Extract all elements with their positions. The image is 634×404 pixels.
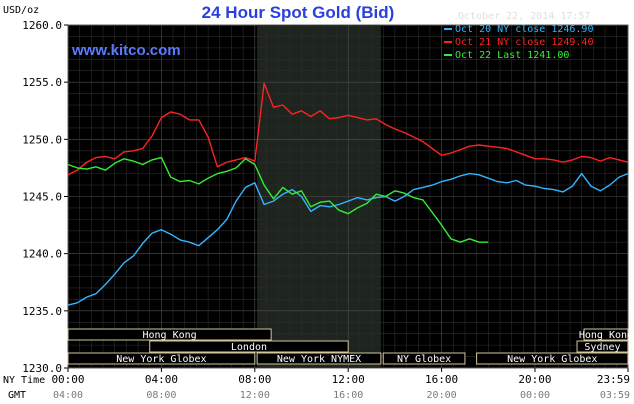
x-tick-label-ny: 08:00 (238, 373, 271, 386)
session-label: Hong Kong (579, 330, 633, 341)
x-tick-label-gmt: 20:00 (427, 390, 457, 401)
x-axis-label-ny: NY Time (3, 375, 45, 386)
y-tick-label: 1245.0 (22, 191, 62, 204)
series-line-1 (67, 172, 629, 306)
y-tick-label: 1235.0 (22, 305, 62, 318)
session-label: New York Globex (507, 354, 597, 365)
session-label: New York Globex (116, 354, 206, 365)
brand-label: www.kitco.com (71, 42, 181, 59)
series-line-2 (67, 82, 629, 176)
x-tick-label-ny: 00:00 (51, 373, 84, 386)
y-axis: 1230.0 1235.0 1240.0 1245.0 1250.0 1255.0 1260… (22, 19, 68, 375)
series-line-3 (67, 156, 489, 243)
session-box (149, 340, 349, 353)
session-box (576, 340, 629, 353)
x-tick-label-ny: 04:00 (145, 373, 178, 386)
session-box (67, 352, 256, 365)
session-box (476, 352, 629, 365)
x-tick-label-ny: 20:00 (518, 373, 551, 386)
y-tick-label: 1260.0 (22, 19, 62, 32)
session-label: Sydney (584, 342, 620, 353)
y-tick-label: 1230.0 (22, 362, 62, 375)
legend-entry: Oct 20 NY close 1246.90 (455, 24, 593, 35)
x-axis-label-gmt: GMT (8, 390, 26, 401)
x-tick-label-gmt: 12:00 (240, 390, 270, 401)
timestamp: October 22, 2014 17:57 (458, 11, 590, 22)
x-tick-label-gmt: 16:00 (333, 390, 363, 401)
x-tick-label-gmt: 00:00 (520, 390, 550, 401)
x-tick-label-ny: 12:00 (332, 373, 365, 386)
y-tick-label: 1240.0 (22, 248, 62, 261)
y-tick-label: 1250.0 (22, 133, 62, 146)
session-label: New York NYMEX (277, 354, 361, 365)
legend-entry: Oct 21 NY close 1249.40 (455, 37, 593, 48)
x-tick-label-gmt: 04:00 (53, 390, 83, 401)
x-tick-label-gmt: 08:00 (146, 390, 176, 401)
chart-title: 24 Hour Spot Gold (Bid) (202, 3, 395, 22)
session-box (583, 328, 629, 341)
legend: Oct 20 NY close 1246.90 Oct 21 NY close 1… (444, 24, 593, 61)
legend-entry: Oct 22 Last 1241.00 (455, 50, 569, 61)
session-label: NY Globex (397, 354, 451, 365)
session-box (67, 328, 272, 341)
y-tick-label: 1255.0 (22, 76, 62, 89)
x-tick-label-ny: 16:00 (425, 373, 458, 386)
x-tick-label-gmt: 03:59 (600, 390, 630, 401)
x-tick-label-ny: 23:59 (597, 373, 630, 386)
session-label: London (231, 342, 267, 353)
session-box (256, 352, 382, 365)
y-axis-unit: USD/oz (3, 5, 39, 16)
session-label: Hong Kong (142, 330, 196, 341)
x-axis: 00:00 04:00 04:00 08:00 08:00 12:00 12:00 16:00… (51, 368, 630, 401)
session-box (382, 352, 466, 365)
series-lines (67, 82, 629, 306)
